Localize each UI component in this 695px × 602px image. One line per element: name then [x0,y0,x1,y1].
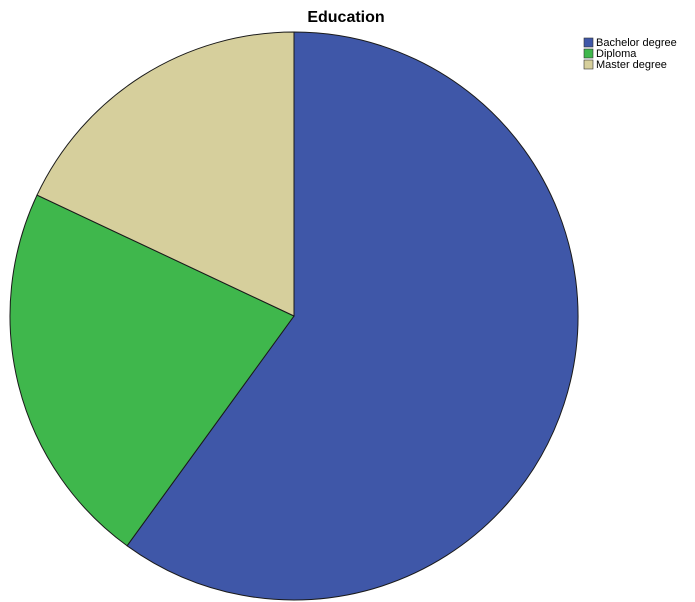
legend-swatch-diploma [583,48,594,59]
legend-label-bachelor-degree: Bachelor degree [596,37,677,49]
legend-swatch-bachelor-degree [583,37,594,48]
legend-label-diploma: Diploma [596,48,637,60]
pie-slices [9,31,579,601]
pie-slice-bachelor-degree [126,31,579,601]
legend-swatch-master-degree [583,59,594,70]
legend-label-master-degree: Master degree [596,59,667,71]
chart-title: Education [307,9,384,26]
pie-slice-master-degree [36,31,295,317]
